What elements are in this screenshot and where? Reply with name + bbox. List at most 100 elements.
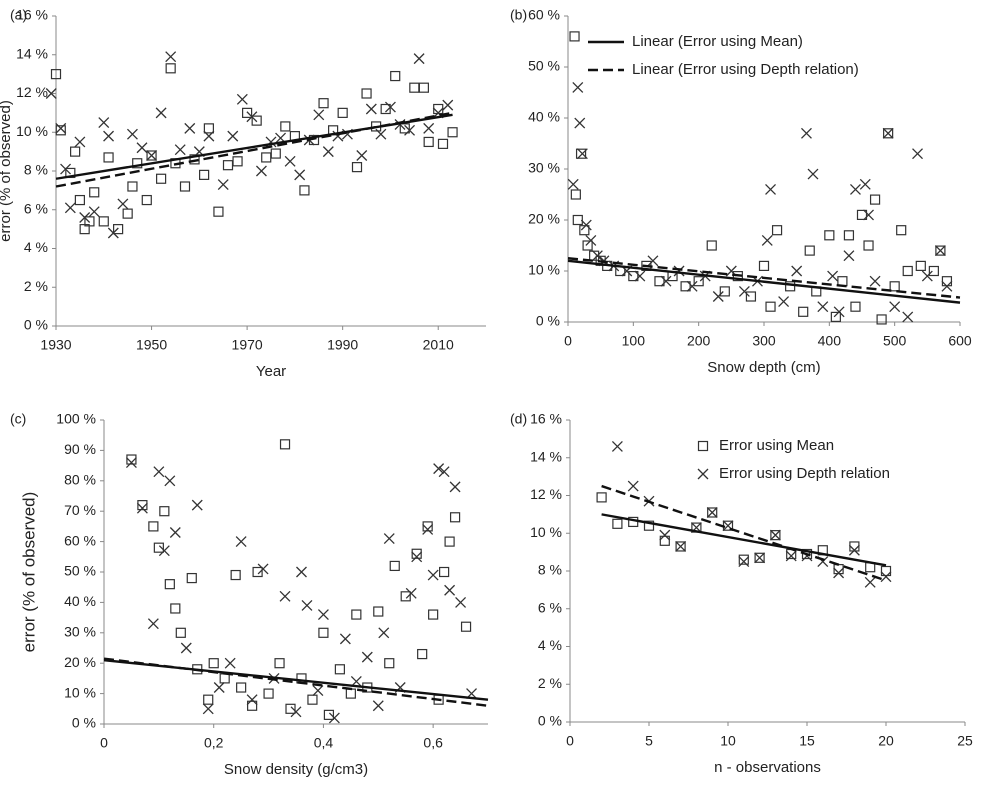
x-marker: [673, 265, 685, 277]
square-marker: [373, 606, 384, 617]
x-marker: [659, 529, 671, 541]
square-marker: [213, 206, 224, 217]
square-marker: [460, 621, 472, 632]
square-marker: [719, 286, 730, 297]
square-marker: [103, 152, 114, 163]
x-axis-title: Snow density (g/cm3): [224, 761, 368, 778]
square-marker: [801, 548, 813, 560]
trend-line: [601, 484, 887, 582]
square-marker: [928, 265, 939, 277]
square-marker: [159, 506, 170, 517]
x-marker: [60, 163, 72, 175]
y-axis-title: error (% of observed): [19, 492, 38, 653]
x-marker: [117, 198, 129, 210]
x-marker: [761, 234, 773, 246]
x-marker: [125, 457, 137, 469]
square-marker: [270, 148, 281, 159]
x-marker: [423, 122, 435, 134]
x-marker: [126, 128, 138, 140]
square-marker: [165, 63, 176, 74]
x-marker: [422, 523, 434, 535]
y-tick-label: 0 %: [536, 313, 560, 329]
x-tick-label: 100: [622, 333, 646, 349]
y-tick-label: 14 %: [530, 448, 562, 464]
x-marker: [313, 109, 325, 121]
x-marker: [444, 584, 456, 596]
square-marker: [745, 291, 757, 302]
x-marker: [165, 51, 177, 63]
legend-label: Linear (Error using Depth relation): [632, 61, 859, 78]
x-marker: [217, 179, 229, 191]
y-tick-label: 90 %: [64, 441, 96, 457]
y-tick-label: 4 %: [24, 239, 48, 255]
y-tick-label: 10 %: [16, 123, 48, 139]
square-marker: [572, 214, 583, 226]
y-tick-label: 40 %: [528, 109, 560, 125]
y-tick-label: 60 %: [64, 532, 96, 548]
square-marker: [384, 658, 395, 669]
x-tick-label: 1950: [136, 337, 167, 353]
x-marker: [738, 556, 750, 568]
square-marker: [880, 565, 892, 577]
square-marker: [575, 148, 587, 159]
square-marker: [203, 694, 214, 705]
square-marker: [418, 82, 429, 93]
x-tick-label: 0,6: [423, 735, 443, 751]
x-marker: [738, 285, 750, 297]
panel-label: (b): [510, 7, 527, 23]
panel: (c) 0 % 10 % 20 % 30 % 40 % 50 % 60 % 70 % 80 % 90…: [10, 411, 489, 778]
legend-swatch: [697, 468, 709, 480]
square-marker: [318, 98, 329, 109]
x-marker: [712, 291, 724, 302]
square-marker: [771, 225, 783, 236]
x-marker: [296, 566, 307, 578]
square-marker: [439, 566, 450, 578]
x-marker: [413, 53, 425, 65]
x-marker: [442, 99, 454, 111]
square-marker: [236, 682, 247, 693]
square-marker: [219, 673, 230, 684]
square-marker: [113, 224, 124, 235]
square-marker: [55, 125, 66, 136]
square-marker: [643, 520, 655, 531]
x-marker: [567, 178, 579, 190]
x-marker: [146, 150, 158, 161]
square-marker: [804, 245, 815, 256]
square-marker: [141, 194, 152, 206]
square-marker: [251, 115, 262, 126]
square-marker: [659, 535, 670, 546]
square-marker: [732, 271, 743, 282]
square-marker: [582, 240, 593, 251]
square-marker: [189, 154, 200, 165]
square-marker: [758, 260, 770, 271]
square-marker: [318, 627, 329, 638]
x-marker: [147, 618, 159, 630]
square-marker: [323, 709, 335, 720]
x-marker: [791, 265, 803, 277]
x-marker: [107, 227, 119, 239]
square-marker: [274, 658, 285, 669]
square-marker: [869, 194, 881, 205]
square-marker: [428, 609, 439, 620]
square-marker: [146, 150, 157, 161]
square-marker: [361, 88, 372, 99]
y-tick-label: 0 %: [538, 713, 562, 729]
square-marker: [203, 123, 214, 134]
x-tick-label: 0,4: [314, 735, 334, 751]
square-marker: [132, 158, 143, 169]
square-marker: [449, 512, 461, 523]
x-tick-label: 300: [752, 333, 776, 349]
x-marker: [754, 552, 766, 564]
square-marker: [596, 492, 607, 503]
square-marker: [675, 541, 686, 552]
x-marker: [405, 587, 417, 599]
x-marker: [859, 178, 871, 190]
square-marker: [935, 245, 946, 256]
x-marker: [778, 296, 790, 308]
x-marker: [213, 682, 225, 693]
square-marker: [785, 281, 796, 292]
x-marker: [356, 150, 368, 161]
trend-line: [567, 257, 961, 299]
x-marker: [833, 567, 845, 579]
